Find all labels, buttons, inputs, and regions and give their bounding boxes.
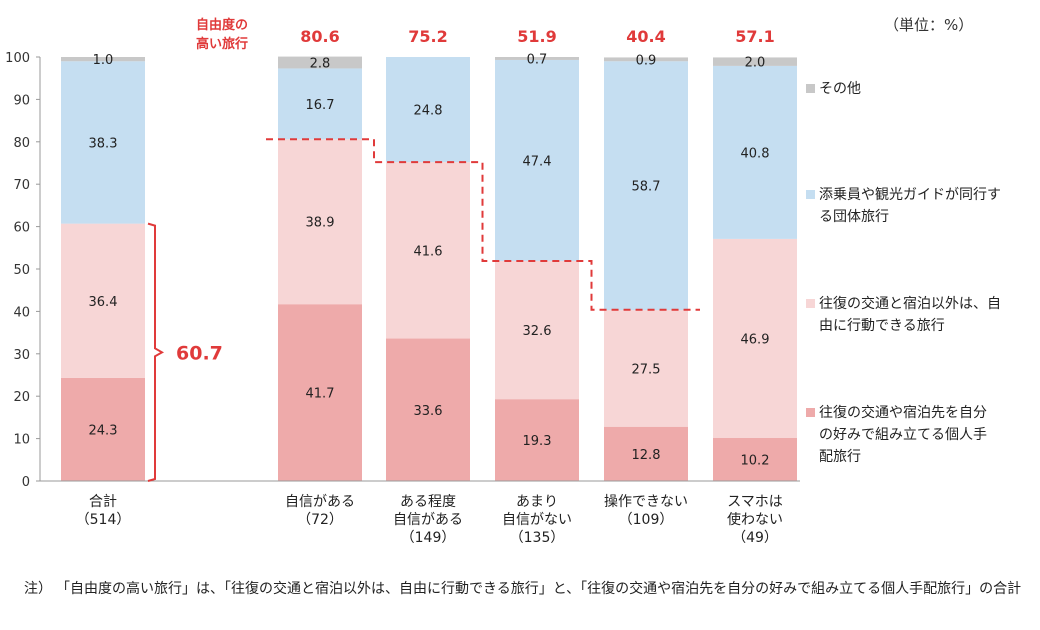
bar-segment: [278, 139, 362, 305]
bar-segment: [61, 61, 145, 224]
y-tick-label: 90: [13, 93, 30, 108]
category-label: ある程度: [400, 494, 456, 510]
data-label: 40.8: [741, 146, 770, 161]
bar-segment: [604, 57, 688, 62]
bar-segment: [61, 223, 145, 378]
bar-segment: [713, 437, 797, 481]
high-freedom-title: 高い旅行: [196, 36, 248, 52]
legend-label-individual-arrangement: 往復の交通や宿泊先を自分 の好みで組み立てる個人手 配旅行: [819, 405, 987, 465]
data-label: 24.8: [414, 104, 443, 119]
total-bracket: [147, 222, 165, 482]
data-label: 0.9: [636, 53, 657, 68]
footnote-prefix: 注）: [24, 581, 52, 597]
total-annotation-value: 60.7: [176, 342, 223, 364]
data-label: 47.4: [523, 154, 552, 169]
bar-segment: [495, 59, 579, 261]
high-freedom-value: 75.2: [408, 27, 447, 46]
legend-label-group-tour: 添乗員や観光ガイドが同行す る団体旅行: [819, 187, 1001, 225]
data-label: 36.4: [89, 295, 118, 310]
legend-label-other: その他: [819, 81, 861, 97]
y-tick-label: 50: [13, 263, 30, 278]
category-label: 使わない: [727, 511, 783, 528]
y-tick-label: 10: [13, 433, 30, 448]
category-label: （109）: [619, 512, 674, 528]
high-freedom-step-line: [266, 138, 700, 311]
legend-swatch-group-tour: [806, 190, 815, 199]
bar-segment: [604, 426, 688, 481]
y-tick-label: 60: [13, 221, 30, 236]
y-tick-label: 100: [5, 51, 30, 66]
category-label: 自信がある: [393, 512, 463, 528]
bar-segment: [495, 399, 579, 481]
high-freedom-value: 51.9: [517, 27, 556, 46]
y-tick-label: 30: [13, 348, 30, 363]
footnote: 注） 「自由度の高い旅行」は、「往復の交通と宿泊以外は、自由に行動できる旅行」と…: [24, 578, 1024, 600]
bar-segment: [386, 57, 470, 163]
category-label: （49）: [732, 530, 778, 546]
legend-item-free-action: 往復の交通と宿泊以外は、自 由に行動できる旅行: [806, 293, 1030, 337]
data-label: 27.5: [632, 362, 661, 377]
category-label: スマホは: [727, 494, 783, 510]
data-label: 2.8: [310, 57, 331, 72]
bar-segment: [278, 68, 362, 140]
y-tick-label: 0: [22, 475, 30, 490]
bar-segment: [278, 56, 362, 69]
bar-segment: [713, 65, 797, 239]
category-label: あまり: [516, 494, 558, 510]
bar-segment: [386, 338, 470, 481]
data-label: 38.3: [89, 136, 118, 151]
data-label: 32.6: [523, 324, 552, 339]
bar-segment: [495, 57, 579, 60]
high-freedom-value: 40.4: [626, 27, 665, 46]
legend-swatch-individual-arrangement: [806, 408, 815, 417]
data-label: 1.0: [93, 53, 114, 68]
footnote-text: 「自由度の高い旅行」は、「往復の交通と宿泊以外は、自由に行動できる旅行」と、「往…: [56, 581, 1022, 597]
data-label: 46.9: [741, 332, 770, 347]
bar-segment: [61, 377, 145, 481]
bar-segment: [61, 57, 145, 62]
data-label: 12.8: [632, 448, 661, 463]
high-freedom-value: 57.1: [735, 27, 774, 46]
y-tick-label: 20: [13, 390, 30, 405]
bar-segment: [713, 238, 797, 438]
legend-item-group-tour: 添乗員や観光ガイドが同行す る団体旅行: [806, 184, 1030, 228]
category-label: （149）: [401, 530, 456, 546]
unit-label: （単位：%）: [884, 16, 974, 34]
bar-segment: [604, 61, 688, 311]
legend-item-individual-arrangement: 往復の交通や宿泊先を自分 の好みで組み立てる個人手 配旅行: [806, 402, 1030, 468]
legend-label-free-action: 往復の交通と宿泊以外は、自 由に行動できる旅行: [819, 296, 1001, 334]
high-freedom-title: 自由度の: [196, 17, 248, 33]
legend-swatch-other: [806, 84, 815, 93]
data-label: 38.9: [306, 216, 335, 231]
data-label: 16.7: [306, 98, 335, 113]
bar-segment: [278, 304, 362, 481]
data-label: 41.6: [414, 244, 443, 259]
data-label: 19.3: [523, 434, 552, 449]
legend-item-other: その他: [806, 78, 1030, 100]
category-label: 操作できない: [604, 494, 688, 510]
legend-swatch-free-action: [806, 299, 815, 308]
data-label: 41.7: [306, 387, 335, 402]
data-label: 2.0: [745, 56, 766, 71]
y-tick-label: 80: [13, 136, 30, 151]
data-label: 58.7: [632, 180, 661, 195]
category-label: 自信がある: [285, 494, 355, 510]
category-label: （514）: [76, 512, 131, 528]
bar-segment: [386, 162, 470, 339]
bar-segment: [495, 260, 579, 400]
y-tick-label: 70: [13, 178, 30, 193]
category-label: （72）: [297, 512, 343, 528]
category-label: （135）: [510, 530, 565, 546]
data-label: 24.3: [89, 423, 118, 438]
bar-segment: [604, 310, 688, 427]
data-label: 10.2: [741, 453, 770, 468]
y-tick-label: 40: [13, 305, 30, 320]
category-label: 合計: [89, 494, 117, 510]
data-label: 0.7: [527, 52, 548, 67]
bar-segment: [713, 57, 797, 66]
category-label: 自信がない: [502, 512, 572, 528]
data-label: 33.6: [414, 404, 443, 419]
high-freedom-value: 80.6: [300, 27, 339, 46]
